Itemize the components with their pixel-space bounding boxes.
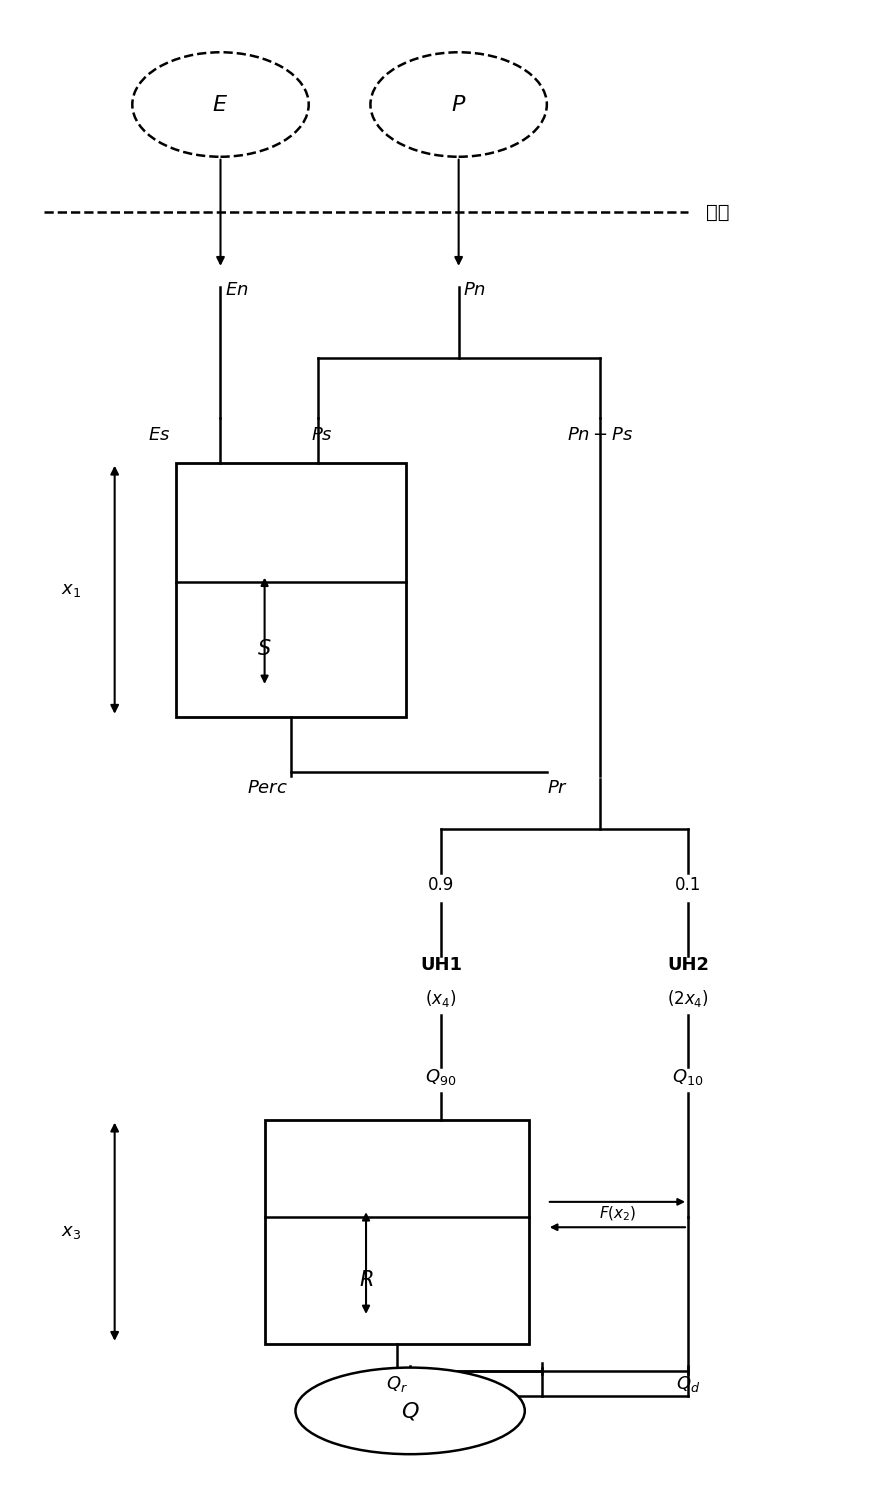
Ellipse shape <box>370 52 547 157</box>
Text: $E$: $E$ <box>213 94 228 115</box>
Text: $Q_{90}$: $Q_{90}$ <box>425 1067 457 1087</box>
Text: $Q_{10}$: $Q_{10}$ <box>672 1067 704 1087</box>
Text: UH1: UH1 <box>420 956 462 973</box>
Text: $(x_4)$: $(x_4)$ <box>425 988 457 1009</box>
FancyBboxPatch shape <box>176 463 406 717</box>
Ellipse shape <box>295 1368 525 1454</box>
Text: $P$: $P$ <box>451 94 467 115</box>
Text: $Q$: $Q$ <box>400 1400 420 1421</box>
Text: $S$: $S$ <box>258 639 272 660</box>
Text: $Pr$: $Pr$ <box>547 779 568 797</box>
Text: 0.1: 0.1 <box>675 876 701 894</box>
Text: 0.9: 0.9 <box>428 876 454 894</box>
Text: 截流: 截流 <box>706 203 729 221</box>
Text: $Pn−Ps$: $Pn−Ps$ <box>566 426 633 443</box>
Text: $Pn$: $Pn$ <box>463 281 486 299</box>
Text: $x_3$: $x_3$ <box>61 1223 80 1241</box>
Text: $En$: $En$ <box>225 281 249 299</box>
Text: $R$: $R$ <box>359 1271 373 1290</box>
Text: $Es$: $Es$ <box>147 426 170 443</box>
Text: $F(x_2)$: $F(x_2)$ <box>599 1205 636 1223</box>
Text: $(2x_4)$: $(2x_4)$ <box>667 988 709 1009</box>
Text: UH2: UH2 <box>667 956 709 973</box>
Text: $Q_r$: $Q_r$ <box>386 1374 407 1393</box>
Text: $x_1$: $x_1$ <box>61 581 80 599</box>
Text: $Q_d$: $Q_d$ <box>676 1374 700 1393</box>
FancyBboxPatch shape <box>265 1120 529 1344</box>
Text: $Perc$: $Perc$ <box>247 779 288 797</box>
Text: $Ps$: $Ps$ <box>311 426 333 443</box>
Ellipse shape <box>132 52 309 157</box>
